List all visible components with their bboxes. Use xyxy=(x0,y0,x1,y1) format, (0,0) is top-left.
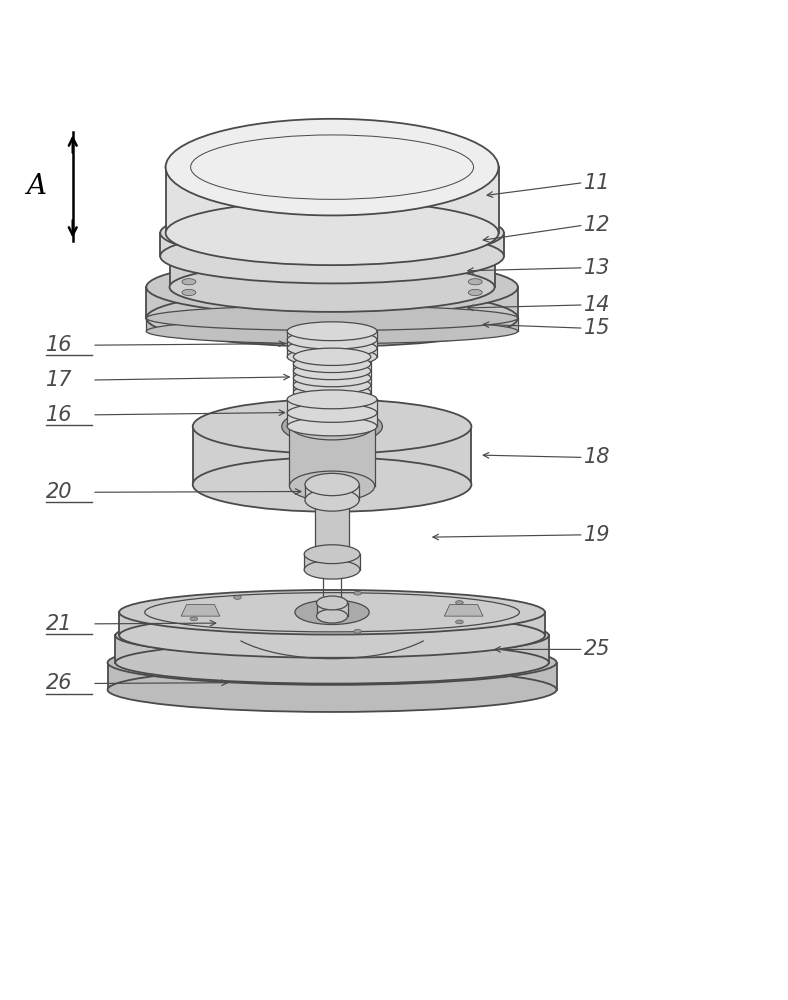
Ellipse shape xyxy=(169,262,495,312)
Ellipse shape xyxy=(119,590,545,635)
Ellipse shape xyxy=(169,231,495,281)
Ellipse shape xyxy=(190,617,198,621)
Ellipse shape xyxy=(147,290,518,347)
Polygon shape xyxy=(315,500,349,554)
Ellipse shape xyxy=(293,369,371,387)
Ellipse shape xyxy=(193,457,471,512)
Text: 13: 13 xyxy=(584,258,610,278)
Ellipse shape xyxy=(293,384,371,401)
Text: 15: 15 xyxy=(584,318,610,338)
Text: 26: 26 xyxy=(46,673,72,693)
Ellipse shape xyxy=(182,289,196,296)
Ellipse shape xyxy=(455,601,463,605)
Polygon shape xyxy=(169,256,495,287)
Text: 16: 16 xyxy=(46,335,72,355)
Polygon shape xyxy=(108,663,556,690)
Ellipse shape xyxy=(455,620,463,624)
Text: 14: 14 xyxy=(584,295,610,315)
Ellipse shape xyxy=(182,279,196,285)
Ellipse shape xyxy=(147,259,518,316)
Ellipse shape xyxy=(147,319,518,344)
Ellipse shape xyxy=(315,493,349,507)
Polygon shape xyxy=(287,331,377,357)
Ellipse shape xyxy=(287,330,377,349)
Polygon shape xyxy=(193,426,471,485)
Ellipse shape xyxy=(305,489,359,511)
Ellipse shape xyxy=(287,403,377,422)
Text: 12: 12 xyxy=(584,215,610,235)
Text: 17: 17 xyxy=(46,370,72,390)
Polygon shape xyxy=(304,554,360,570)
Polygon shape xyxy=(181,605,220,616)
Ellipse shape xyxy=(468,289,482,296)
Text: 20: 20 xyxy=(46,482,72,502)
Ellipse shape xyxy=(287,417,377,436)
Polygon shape xyxy=(147,287,518,318)
Ellipse shape xyxy=(165,119,499,215)
Polygon shape xyxy=(160,233,504,256)
Text: 25: 25 xyxy=(584,639,610,659)
Text: 11: 11 xyxy=(584,173,610,193)
Ellipse shape xyxy=(193,399,471,454)
Ellipse shape xyxy=(293,362,371,380)
Ellipse shape xyxy=(317,609,348,623)
Ellipse shape xyxy=(160,229,504,283)
Polygon shape xyxy=(287,399,377,426)
Text: 21: 21 xyxy=(46,614,72,634)
Ellipse shape xyxy=(208,269,456,306)
Polygon shape xyxy=(165,167,499,233)
Text: 18: 18 xyxy=(584,447,610,467)
Ellipse shape xyxy=(293,377,371,394)
Polygon shape xyxy=(147,318,518,331)
Ellipse shape xyxy=(115,642,548,684)
Ellipse shape xyxy=(305,473,359,496)
Ellipse shape xyxy=(234,595,241,599)
Ellipse shape xyxy=(293,391,371,408)
Ellipse shape xyxy=(354,591,362,595)
Text: A: A xyxy=(26,173,46,200)
Ellipse shape xyxy=(287,347,377,366)
Ellipse shape xyxy=(293,355,371,373)
Text: 19: 19 xyxy=(584,525,610,545)
Polygon shape xyxy=(289,425,374,486)
Ellipse shape xyxy=(304,560,360,579)
Ellipse shape xyxy=(304,545,360,564)
Ellipse shape xyxy=(289,471,374,501)
Ellipse shape xyxy=(468,279,482,285)
Ellipse shape xyxy=(165,201,499,265)
Text: 16: 16 xyxy=(46,405,72,425)
Ellipse shape xyxy=(293,348,371,365)
Ellipse shape xyxy=(317,596,348,610)
Ellipse shape xyxy=(147,306,518,330)
Polygon shape xyxy=(444,605,483,616)
Ellipse shape xyxy=(115,614,548,657)
Ellipse shape xyxy=(119,613,545,658)
Ellipse shape xyxy=(354,629,362,633)
Ellipse shape xyxy=(315,547,349,562)
Ellipse shape xyxy=(108,640,556,685)
Ellipse shape xyxy=(108,667,556,712)
Polygon shape xyxy=(115,635,548,663)
Ellipse shape xyxy=(295,600,370,625)
Ellipse shape xyxy=(287,322,377,341)
Polygon shape xyxy=(293,357,371,399)
Ellipse shape xyxy=(165,135,499,199)
Ellipse shape xyxy=(282,409,382,444)
Ellipse shape xyxy=(160,206,504,260)
Polygon shape xyxy=(317,603,348,616)
Ellipse shape xyxy=(287,339,377,358)
Ellipse shape xyxy=(287,390,377,409)
Polygon shape xyxy=(119,612,545,635)
Polygon shape xyxy=(305,485,359,500)
Ellipse shape xyxy=(289,410,374,440)
